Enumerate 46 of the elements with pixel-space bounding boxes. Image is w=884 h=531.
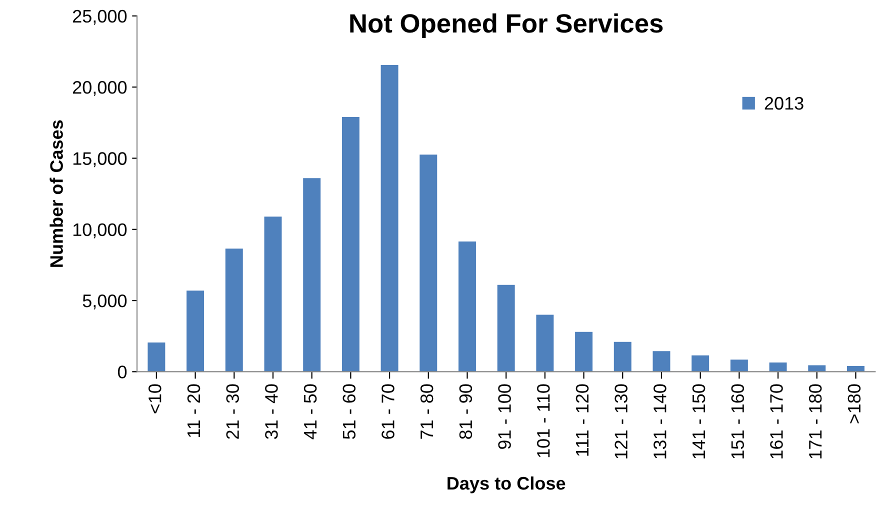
x-tick-label: 121 - 130: [614, 384, 628, 458]
x-axis-title: Days to Close: [448, 476, 566, 494]
x-tick-label: 31 - 40: [265, 384, 278, 440]
x-tick-label: 21 - 30: [226, 384, 239, 439]
y-axis-title: Number of Cases: [50, 120, 63, 267]
x-tick-label: <10: [148, 384, 162, 414]
x-tick-label: 51 - 60: [342, 384, 356, 439]
bar: [225, 248, 243, 372]
x-tick-label: 101 - 110: [537, 384, 550, 458]
bar: [186, 290, 204, 372]
x-tick-label: 131 - 140: [654, 384, 666, 458]
x-tick-label: 41 - 50: [304, 384, 317, 440]
bar: [536, 314, 554, 372]
bar: [575, 332, 593, 372]
x-tick-label: 11 - 20: [187, 384, 200, 438]
y-tick-label: 0: [118, 366, 127, 378]
bar: [420, 154, 438, 372]
y-tick-label: 20,000: [72, 81, 127, 96]
x-tick-label: >180: [848, 384, 861, 424]
bar: [692, 355, 710, 372]
bar: [769, 362, 787, 372]
x-tick-label: 171 - 180: [808, 384, 822, 458]
x-tick-label: 81 - 90: [459, 384, 472, 439]
bar: [458, 241, 476, 372]
x-tick-label: 111 - 120: [576, 384, 589, 456]
bar: [303, 178, 321, 372]
bar: [497, 284, 515, 372]
legend-label: 2013: [764, 96, 804, 110]
bar: [342, 116, 360, 372]
y-tick-label: 25,000: [72, 10, 127, 25]
x-tick-label: 71 - 80: [420, 384, 434, 439]
x-tick-label: 151 - 160: [731, 384, 744, 458]
bar: [614, 342, 632, 372]
x-tick-label: 141 - 150: [692, 384, 706, 458]
y-tick-label: 15,000: [73, 152, 127, 168]
chart-title: Not Opened For Services: [350, 13, 663, 38]
x-tick-label: 91 - 100: [498, 384, 511, 449]
x-tick-label: 61 - 70: [382, 384, 394, 439]
bar: [148, 342, 166, 372]
bar: [730, 360, 748, 372]
bar: [652, 351, 670, 372]
bar: [380, 65, 398, 372]
y-tick-label: 5,000: [82, 294, 127, 310]
y-tick-label: 10,000: [73, 223, 127, 238]
x-tick-label: 161 - 170: [770, 384, 783, 458]
bar: [264, 216, 282, 372]
